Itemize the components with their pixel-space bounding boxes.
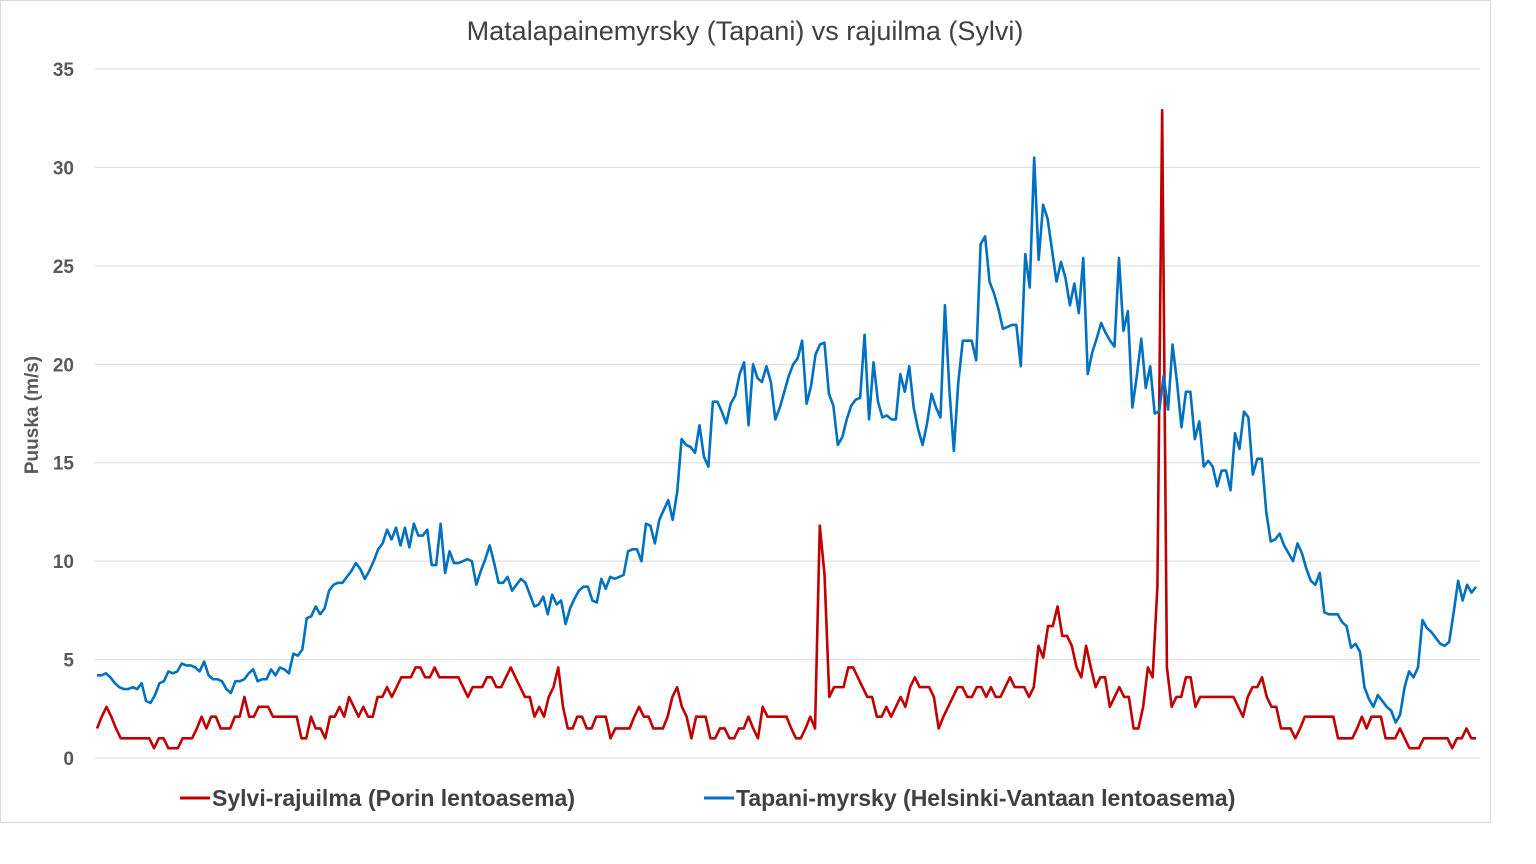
series-line-sylvi (95, 109, 1476, 750)
y-tick-label: 20 (53, 355, 74, 376)
series-lines (95, 109, 1478, 750)
y-tick-labels: 0 5 10 15 20 25 30 35 (53, 60, 75, 770)
y-tick-label: 0 (63, 749, 74, 770)
y-axis-title: Puuska (m/s) (22, 356, 43, 474)
y-tick-label: 15 (53, 454, 75, 475)
legend: Sylvi-rajuilma (Porin lentoasema) Tapani… (180, 785, 1235, 811)
y-tick-label: 25 (53, 257, 75, 278)
y-tick-label: 30 (53, 158, 74, 179)
series-line-tapani (97, 156, 1478, 724)
y-tick-label: 5 (63, 651, 74, 672)
chart-border (0, 0, 1491, 823)
legend-label-sylvi: Sylvi-rajuilma (Porin lentoasema) (212, 785, 575, 811)
legend-label-tapani: Tapani-myrsky (Helsinki-Vantaan lentoase… (736, 785, 1235, 811)
y-tick-label: 10 (53, 552, 74, 573)
chart-title: Matalapainemyrsky (Tapani) vs rajuilma (… (467, 16, 1024, 46)
y-tick-label: 35 (53, 60, 75, 81)
gridlines (95, 68, 1480, 661)
